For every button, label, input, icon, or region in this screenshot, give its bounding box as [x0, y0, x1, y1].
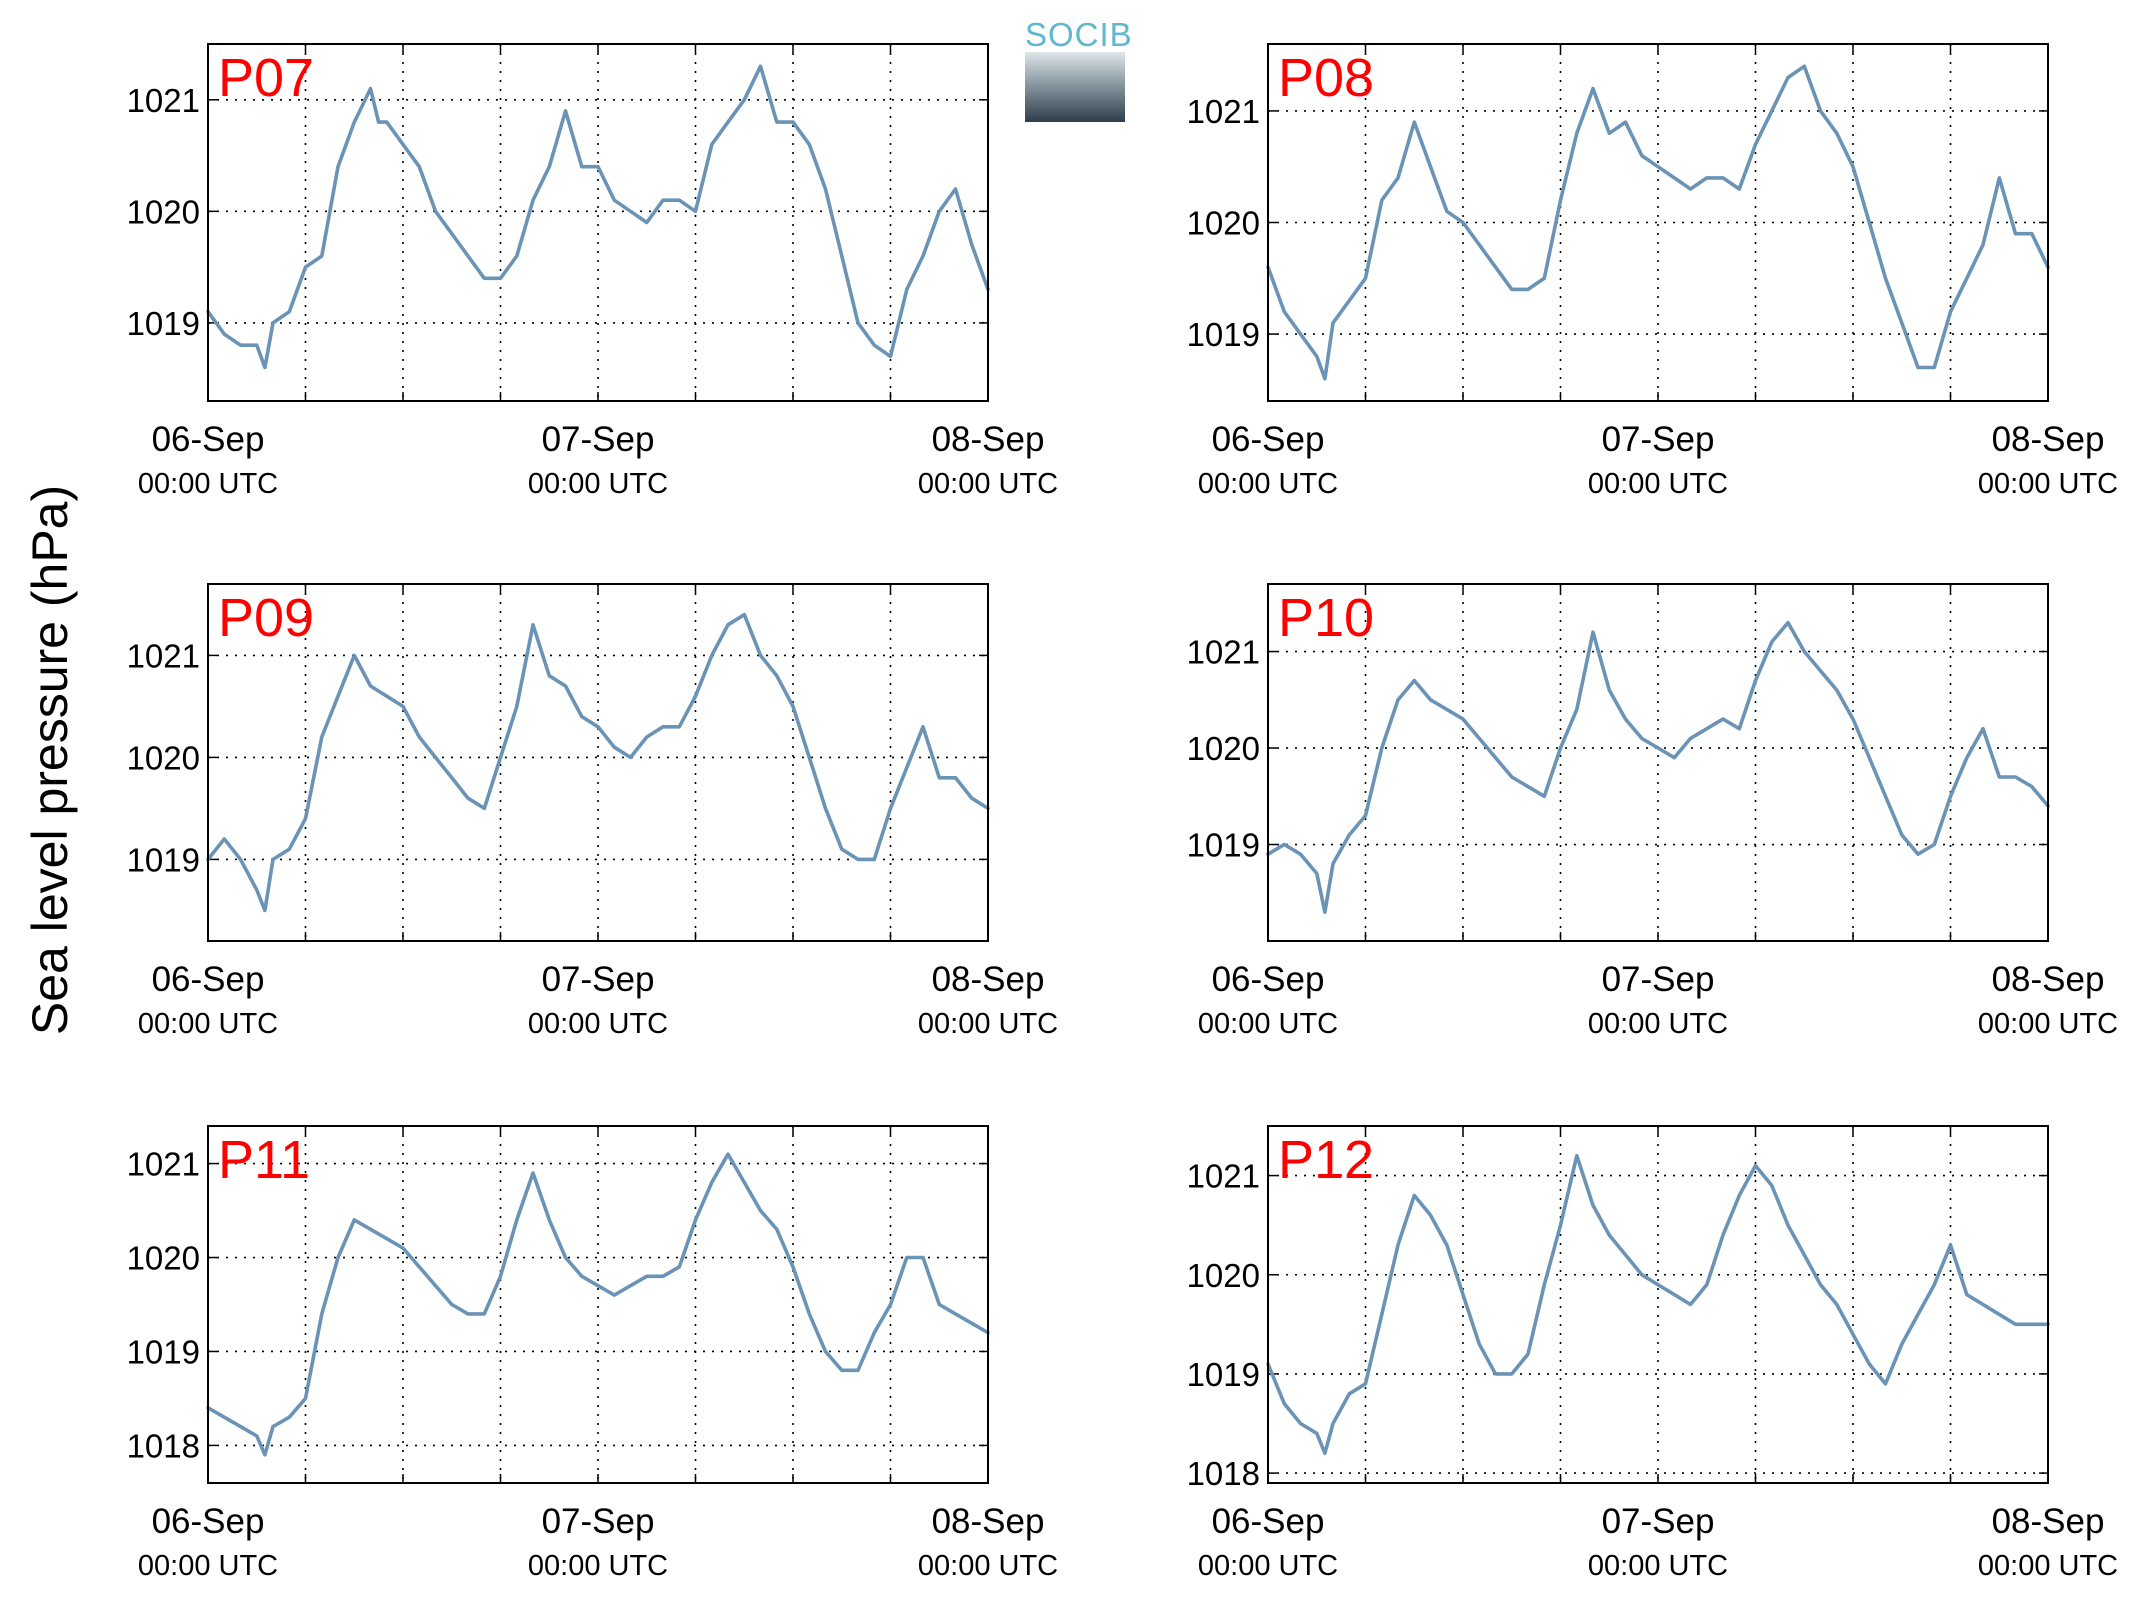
- x-tick-label-time: 00:00 UTC: [1978, 1550, 2118, 1582]
- plot-frame: [207, 1125, 989, 1484]
- y-tick-label: 1021: [127, 82, 200, 119]
- y-tick-label: 1018: [1187, 1455, 1260, 1492]
- x-tick-label-day: 08-Sep: [1992, 420, 2105, 459]
- y-tick-label: 1020: [1187, 1257, 1260, 1294]
- y-tick-label: 1021: [127, 637, 200, 674]
- x-tick-label-day: 07-Sep: [542, 1502, 655, 1541]
- x-tick-label-day: 07-Sep: [542, 960, 655, 999]
- x-tick-label-day: 06-Sep: [152, 420, 265, 459]
- x-tick-label-time: 00:00 UTC: [918, 1008, 1058, 1040]
- x-tick-label-day: 06-Sep: [1212, 960, 1325, 999]
- chart-panel-p08: 1019 1020 1021 06-Sep 00:00 UTC 07-Sep 00:00 U…: [1187, 43, 2118, 500]
- x-tick-label-time: 00:00 UTC: [528, 1550, 668, 1582]
- station-label: P10: [1278, 588, 1374, 648]
- x-tick-label-day: 07-Sep: [1602, 1502, 1715, 1541]
- y-tick-label: 1020: [1187, 205, 1260, 242]
- x-tick-label-time: 00:00 UTC: [1198, 468, 1338, 500]
- y-tick-label: 1019: [127, 1333, 200, 1370]
- series-line-p11: [206, 1152, 990, 1457]
- x-tick-label-day: 06-Sep: [152, 960, 265, 999]
- x-tick-label-time: 00:00 UTC: [528, 1008, 668, 1040]
- chart-panel-p07: 1019 1020 1021 06-Sep 00:00 UTC 07-Sep 00:00 U…: [127, 43, 1058, 500]
- x-tick-label-day: 06-Sep: [152, 1502, 265, 1541]
- x-tick-label-day: 07-Sep: [1602, 420, 1715, 459]
- station-label: P11: [218, 1130, 310, 1190]
- plot-frame: [1267, 43, 2049, 402]
- x-tick-label-day: 06-Sep: [1212, 420, 1325, 459]
- y-tick-label: 1020: [127, 1240, 200, 1277]
- chart-panel-p09: 1019 1020 1021 06-Sep 00:00 UTC 07-Sep 00:00 U…: [127, 583, 1058, 1040]
- y-tick-label: 1020: [1187, 730, 1260, 767]
- y-tick-label: 1019: [1187, 1356, 1260, 1393]
- series-line-p12: [1266, 1153, 2050, 1455]
- x-tick-label-day: 08-Sep: [932, 1502, 1045, 1541]
- station-label: P08: [1278, 48, 1374, 108]
- plot-frame: [1267, 583, 2049, 942]
- y-tick-label: 1019: [127, 305, 200, 342]
- logo-image: [1025, 52, 1125, 122]
- x-tick-label-time: 00:00 UTC: [918, 1550, 1058, 1582]
- x-tick-label-time: 00:00 UTC: [1198, 1550, 1338, 1582]
- y-tick-label: 1019: [127, 841, 200, 878]
- x-tick-label-time: 00:00 UTC: [138, 468, 278, 500]
- x-tick-label-time: 00:00 UTC: [918, 468, 1058, 500]
- x-tick-label-time: 00:00 UTC: [1978, 468, 2118, 500]
- plot-frame: [207, 583, 989, 942]
- x-tick-label-day: 07-Sep: [542, 420, 655, 459]
- y-tick-label: 1020: [127, 193, 200, 230]
- x-tick-label-time: 00:00 UTC: [138, 1008, 278, 1040]
- y-tick-label: 1019: [1187, 316, 1260, 353]
- y-tick-label: 1019: [1187, 827, 1260, 864]
- x-tick-label-time: 00:00 UTC: [1978, 1008, 2118, 1040]
- x-tick-label-day: 08-Sep: [1992, 960, 2105, 999]
- logo-text: SOCIB: [1025, 16, 1133, 53]
- x-tick-label-day: 08-Sep: [1992, 1502, 2105, 1541]
- x-tick-label-time: 00:00 UTC: [1588, 1550, 1728, 1582]
- x-tick-label-time: 00:00 UTC: [528, 468, 668, 500]
- series-line-p09: [206, 612, 990, 913]
- chart-panel-p12: 1018 1019 1020 1021 06-Sep 00:00 UTC 07-Sep 00:…: [1187, 1125, 2118, 1582]
- x-tick-label-time: 00:00 UTC: [138, 1550, 278, 1582]
- plot-frame: [207, 43, 989, 402]
- x-tick-label-time: 00:00 UTC: [1198, 1008, 1338, 1040]
- series-line-p08: [1266, 64, 2050, 381]
- socib-logo: SOCIB: [1025, 16, 1133, 122]
- x-tick-label-day: 08-Sep: [932, 960, 1045, 999]
- station-label: P12: [1278, 1130, 1374, 1190]
- y-tick-label: 1021: [127, 1146, 200, 1183]
- y-tick-label: 1018: [127, 1427, 200, 1464]
- y-tick-label: 1021: [1187, 93, 1260, 130]
- y-tick-label: 1020: [127, 739, 200, 776]
- station-label: P07: [218, 48, 314, 108]
- chart-panel-p11: 1018 1019 1020 1021 06-Sep 00:00 UTC 07-Sep 00:…: [127, 1125, 1058, 1582]
- x-tick-label-time: 00:00 UTC: [1588, 1008, 1728, 1040]
- x-tick-label-day: 08-Sep: [932, 420, 1045, 459]
- x-tick-label-day: 06-Sep: [1212, 1502, 1325, 1541]
- station-label: P09: [218, 588, 314, 648]
- plot-frame: [1267, 1125, 2049, 1484]
- series-line-p07: [206, 64, 990, 370]
- x-tick-label-day: 07-Sep: [1602, 960, 1715, 999]
- chart-panel-p10: 1019 1020 1021 06-Sep 00:00 UTC 07-Sep 00:00 U…: [1187, 583, 2118, 1040]
- y-tick-label: 1021: [1187, 634, 1260, 671]
- y-tick-label: 1021: [1187, 1158, 1260, 1195]
- x-tick-label-time: 00:00 UTC: [1588, 468, 1728, 500]
- series-line-p10: [1266, 620, 2050, 914]
